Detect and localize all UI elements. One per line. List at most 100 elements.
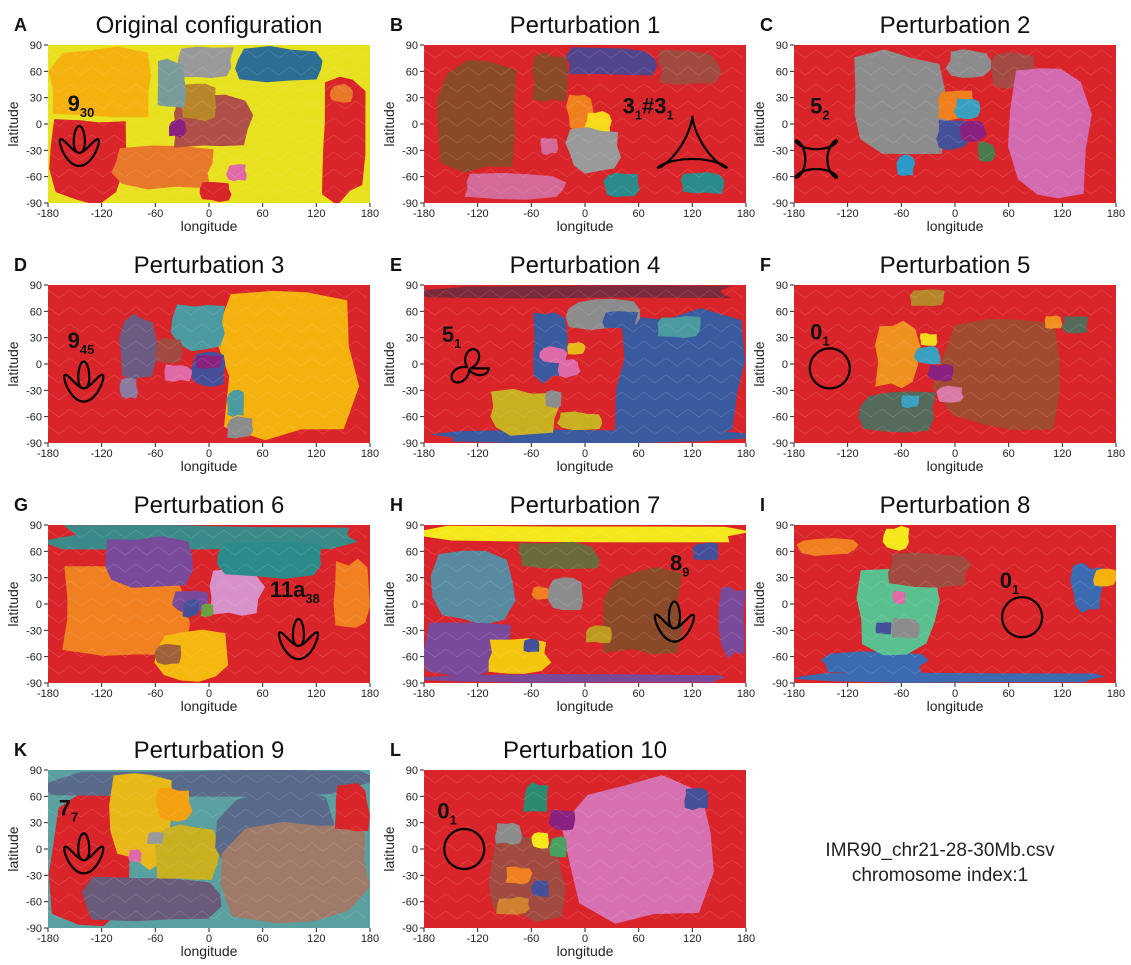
- x-tick-label: -120: [467, 688, 489, 700]
- y-tick-label: -30: [26, 385, 42, 397]
- y-tick-label: 60: [776, 306, 788, 318]
- caption-filename: IMR90_chr21-28-30Mb.csv: [825, 840, 1055, 861]
- map-region: [329, 83, 353, 103]
- map-region: [684, 787, 709, 811]
- x-tick-label: -120: [467, 208, 489, 220]
- map-area: 930: [48, 45, 370, 203]
- map-region: [199, 182, 232, 202]
- x-tick-label: 0: [952, 208, 958, 220]
- x-tick-label: -120: [91, 448, 113, 460]
- x-axis-label: longitude: [181, 218, 238, 234]
- map-region: [48, 770, 370, 797]
- y-tick-label: 90: [776, 40, 788, 52]
- x-tick-label: -60: [147, 208, 163, 220]
- x-tick-label: 60: [633, 448, 645, 460]
- y-tick-label: -90: [772, 198, 788, 210]
- panel-title: Perturbation 2: [880, 12, 1031, 39]
- map-region: [531, 880, 549, 898]
- x-axis-label: longitude: [557, 698, 614, 714]
- x-tick-label: 120: [1053, 448, 1071, 460]
- map-region: [235, 46, 323, 83]
- y-tick-label: 0: [412, 359, 418, 371]
- x-tick-label: 60: [633, 208, 645, 220]
- y-tick-label: 30: [406, 818, 418, 830]
- map-region: [658, 49, 722, 86]
- map-region: [567, 342, 586, 355]
- panel-title: Perturbation 8: [880, 492, 1031, 519]
- panel-letter: L: [390, 740, 401, 760]
- map-region: [909, 289, 945, 306]
- map-region: [424, 525, 746, 543]
- x-tick-label: 60: [257, 448, 269, 460]
- cell-mesh: [424, 289, 744, 435]
- panel-letter: I: [760, 495, 765, 515]
- map-region: [548, 810, 576, 831]
- map-region: [615, 308, 745, 441]
- panel-title: Original configuration: [96, 12, 323, 39]
- x-tick-label: 120: [307, 208, 325, 220]
- x-tick-label: 180: [361, 448, 379, 460]
- y-tick-label: 90: [776, 520, 788, 532]
- map-region: [48, 46, 151, 118]
- map-region: [547, 577, 583, 611]
- y-tick-label: -60: [402, 652, 418, 664]
- y-tick-label: 30: [776, 333, 788, 345]
- knot-label: 51: [442, 322, 461, 351]
- x-tick-label: 180: [1107, 688, 1125, 700]
- x-axis-label: longitude: [181, 458, 238, 474]
- y-tick-label: -60: [26, 652, 42, 664]
- map-region: [718, 586, 746, 659]
- x-tick-label: 120: [683, 933, 701, 945]
- y-tick-label: -90: [402, 678, 418, 690]
- x-tick-label: 60: [633, 933, 645, 945]
- x-tick-label: -120: [91, 208, 113, 220]
- map-region: [539, 346, 568, 364]
- map-region: [1008, 68, 1092, 199]
- cell-mesh: [794, 49, 1114, 195]
- y-tick-label: 90: [406, 280, 418, 292]
- x-tick-label: -180: [37, 933, 59, 945]
- panel-title: Perturbation 10: [503, 737, 667, 764]
- y-tick-label: 90: [30, 40, 42, 52]
- cell-mesh: [794, 289, 1114, 435]
- y-axis-label: latitude: [5, 581, 21, 626]
- cell-mesh: [424, 49, 744, 195]
- y-tick-label: 60: [30, 546, 42, 558]
- y-tick-label: 0: [36, 119, 42, 131]
- y-tick-label: -60: [26, 412, 42, 424]
- y-tick-label: -60: [402, 172, 418, 184]
- map-region: [155, 787, 193, 822]
- y-tick-label: -30: [772, 385, 788, 397]
- x-tick-label: 0: [206, 448, 212, 460]
- map-area: 01: [794, 285, 1116, 443]
- map-area: 01: [424, 770, 746, 928]
- y-tick-label: -90: [402, 198, 418, 210]
- y-tick-label: 0: [412, 119, 418, 131]
- x-tick-label: -60: [523, 688, 539, 700]
- x-tick-label: -180: [37, 448, 59, 460]
- x-tick-label: 0: [206, 688, 212, 700]
- x-tick-label: -120: [837, 208, 859, 220]
- map-area: 77: [48, 770, 370, 928]
- map-region: [561, 775, 714, 924]
- x-tick-label: -60: [523, 448, 539, 460]
- map-region: [505, 866, 533, 885]
- y-tick-label: -60: [402, 412, 418, 424]
- y-tick-label: 30: [776, 93, 788, 105]
- x-tick-label: -180: [783, 448, 805, 460]
- y-tick-label: -30: [402, 625, 418, 637]
- x-tick-label: 120: [683, 688, 701, 700]
- x-tick-label: -120: [467, 933, 489, 945]
- map-region: [565, 127, 621, 174]
- y-axis-label: latitude: [751, 341, 767, 386]
- cell-mesh: [48, 774, 368, 920]
- panel-title: Perturbation 7: [510, 492, 661, 519]
- y-tick-label: 0: [36, 359, 42, 371]
- map-region: [181, 83, 216, 122]
- map-region: [334, 783, 370, 832]
- panel-title: Perturbation 5: [880, 252, 1031, 279]
- x-axis-label: longitude: [181, 698, 238, 714]
- y-tick-label: 0: [782, 119, 788, 131]
- x-tick-label: 0: [952, 688, 958, 700]
- knot-diagram: [443, 827, 486, 871]
